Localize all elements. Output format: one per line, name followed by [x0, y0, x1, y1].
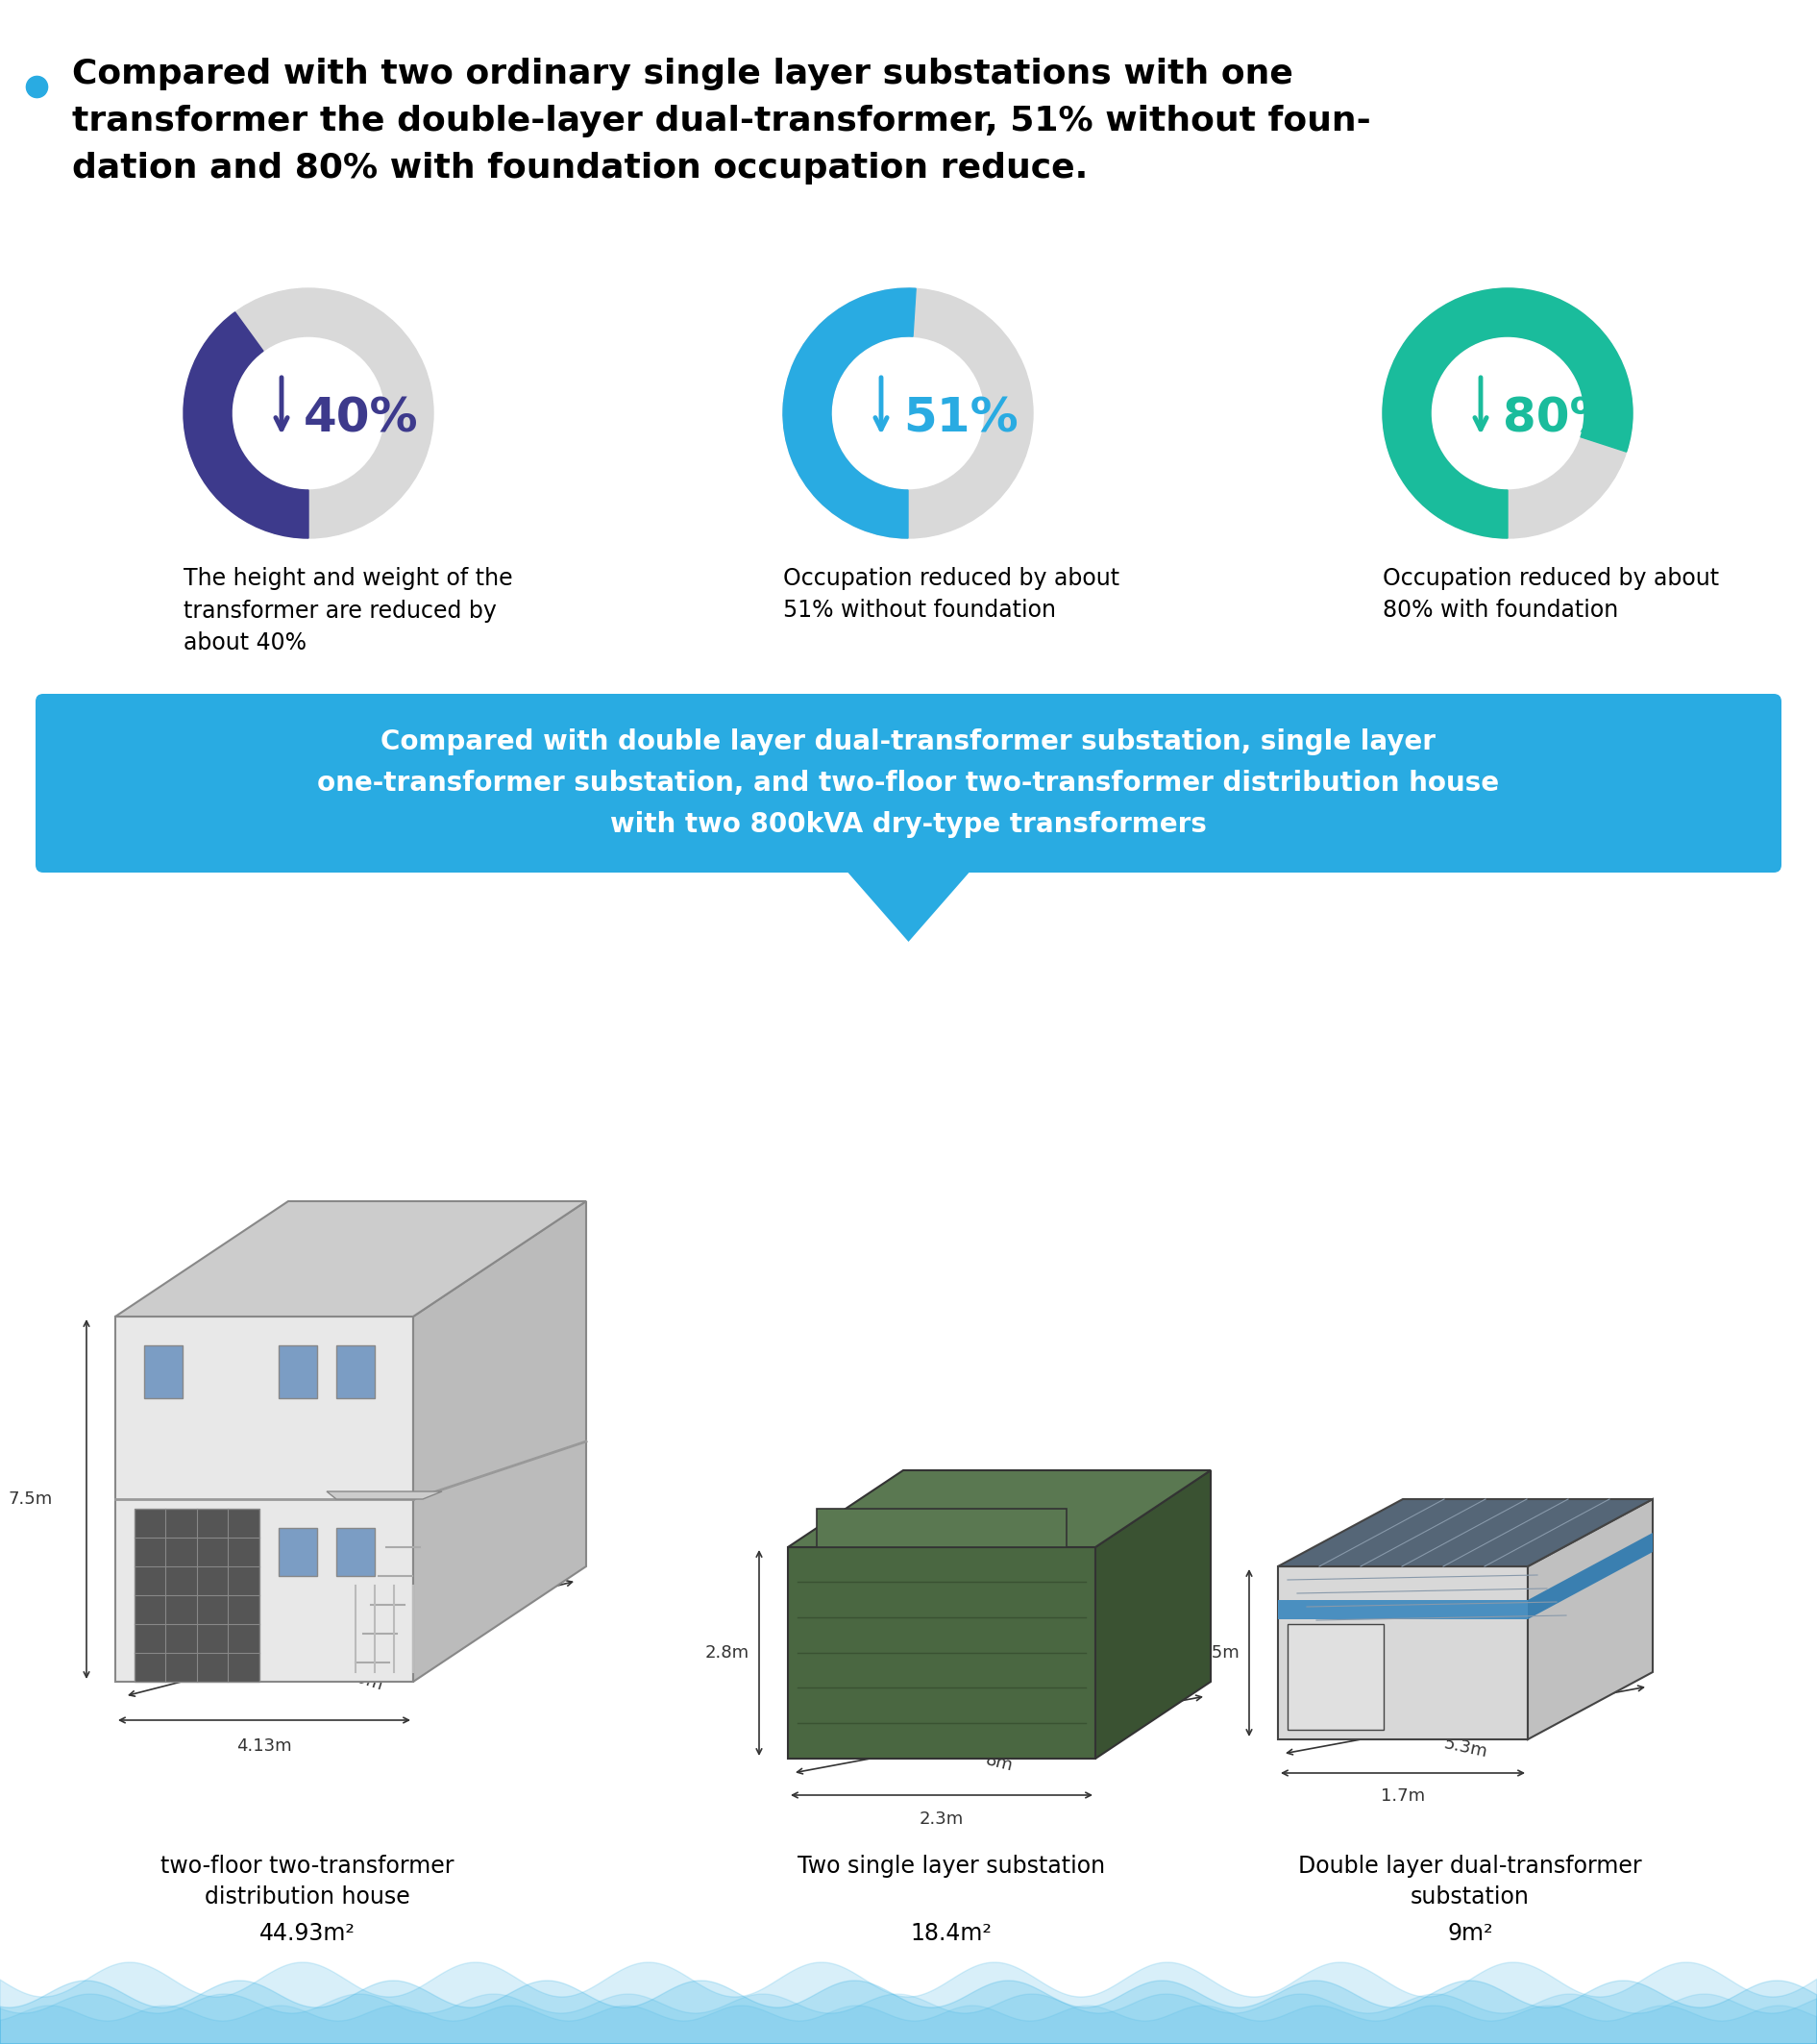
- Polygon shape: [1528, 1533, 1653, 1619]
- Polygon shape: [412, 1202, 587, 1682]
- Text: 51%: 51%: [903, 394, 1018, 442]
- Polygon shape: [789, 1470, 1210, 1547]
- Polygon shape: [114, 1202, 587, 1316]
- Wedge shape: [184, 313, 309, 538]
- Text: Compared with double layer dual-transformer substation, single layer
one-transfo: Compared with double layer dual-transfor…: [318, 728, 1499, 838]
- Text: 9m²: 9m²: [1448, 1921, 1494, 1946]
- Polygon shape: [327, 1492, 442, 1498]
- Text: Occupation reduced by about
51% without foundation: Occupation reduced by about 51% without …: [783, 566, 1119, 621]
- Text: 44.93m²: 44.93m²: [260, 1921, 356, 1946]
- Polygon shape: [1277, 1498, 1653, 1566]
- Text: 1.7m: 1.7m: [1381, 1786, 1425, 1805]
- Text: Compared with two ordinary single layer substations with one
transformer the dou: Compared with two ordinary single layer …: [73, 57, 1370, 184]
- Wedge shape: [783, 288, 916, 538]
- Text: 2.75m: 2.75m: [1185, 1643, 1239, 1662]
- Wedge shape: [1383, 288, 1632, 538]
- Text: 4.13m: 4.13m: [236, 1737, 293, 1754]
- Text: two-floor two-transformer
distribution house: two-floor two-transformer distribution h…: [160, 1854, 454, 1909]
- Polygon shape: [114, 1316, 412, 1682]
- Text: 2.3m: 2.3m: [919, 1811, 963, 1827]
- Text: 2.8m: 2.8m: [705, 1643, 749, 1662]
- FancyBboxPatch shape: [336, 1529, 374, 1576]
- Polygon shape: [841, 865, 976, 942]
- Polygon shape: [1528, 1498, 1653, 1739]
- Polygon shape: [1277, 1600, 1528, 1619]
- Text: 7.5m: 7.5m: [9, 1490, 53, 1508]
- Wedge shape: [184, 288, 432, 538]
- FancyBboxPatch shape: [336, 1345, 374, 1398]
- Text: 5.3m: 5.3m: [1443, 1735, 1488, 1760]
- Polygon shape: [1096, 1470, 1210, 1758]
- Text: Two single layer substation: Two single layer substation: [798, 1854, 1105, 1878]
- FancyBboxPatch shape: [144, 1345, 182, 1398]
- Polygon shape: [1288, 1625, 1385, 1729]
- FancyBboxPatch shape: [36, 693, 1781, 873]
- Text: 10.86m: 10.86m: [316, 1658, 385, 1694]
- Text: 8m: 8m: [983, 1752, 1016, 1774]
- Polygon shape: [134, 1508, 260, 1682]
- Wedge shape: [1383, 288, 1632, 538]
- Text: Occupation reduced by about
80% with foundation: Occupation reduced by about 80% with fou…: [1383, 566, 1719, 621]
- Polygon shape: [816, 1508, 1067, 1547]
- FancyBboxPatch shape: [278, 1529, 318, 1576]
- Text: 40%: 40%: [303, 394, 418, 442]
- Wedge shape: [783, 288, 1032, 538]
- Text: Double layer dual-transformer
substation: Double layer dual-transformer substation: [1299, 1854, 1643, 1909]
- FancyBboxPatch shape: [278, 1345, 318, 1398]
- Text: 18.4m²: 18.4m²: [910, 1921, 992, 1946]
- Text: The height and weight of the
transformer are reduced by
about 40%: The height and weight of the transformer…: [184, 566, 512, 654]
- Polygon shape: [1277, 1566, 1528, 1739]
- Polygon shape: [789, 1547, 1096, 1758]
- Text: 80%: 80%: [1503, 394, 1617, 442]
